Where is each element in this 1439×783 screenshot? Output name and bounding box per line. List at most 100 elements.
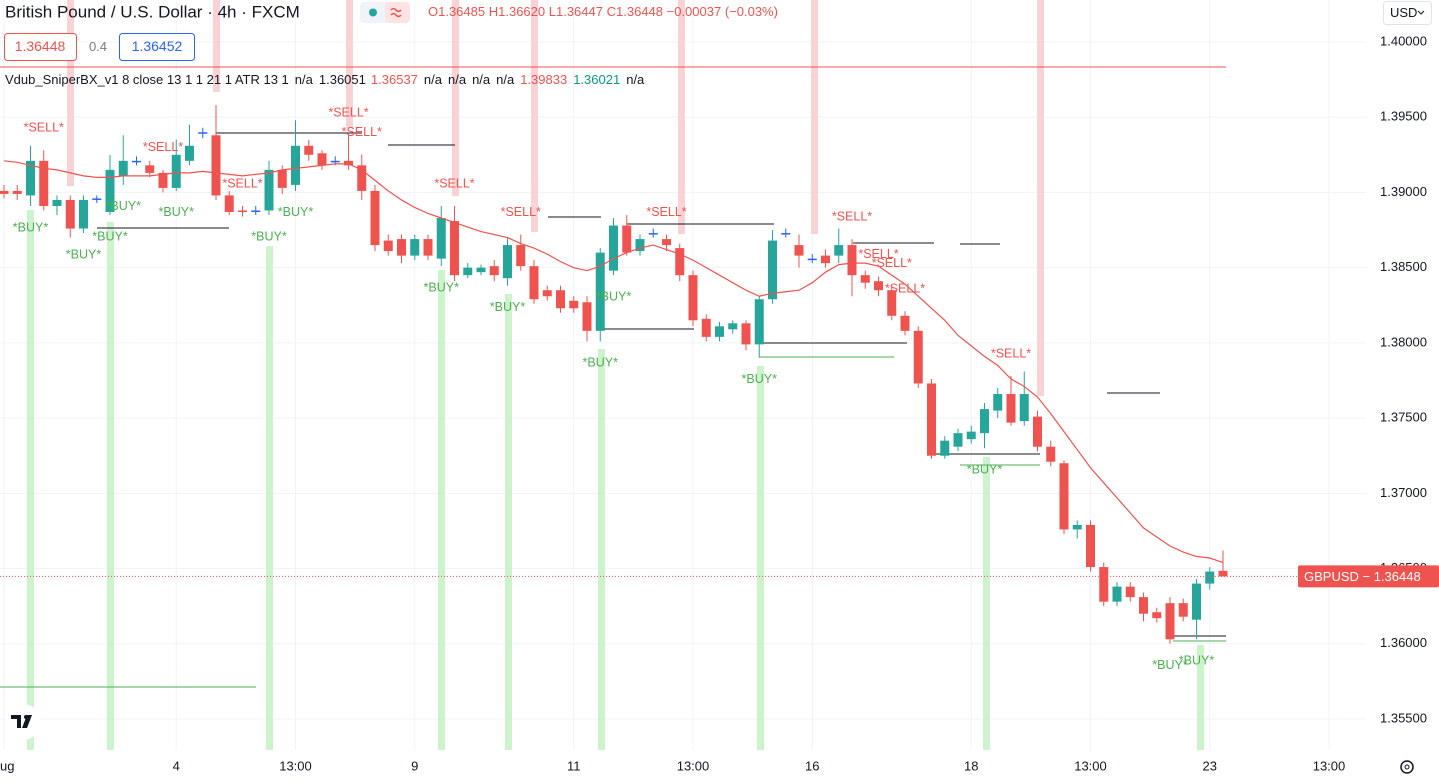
signal-label: *SELL*	[222, 176, 262, 190]
indicator-value: n/a	[448, 72, 467, 87]
ohlc-low: L1.36447	[549, 4, 603, 19]
candle-body	[993, 394, 1003, 411]
buy-band	[505, 294, 512, 750]
indicator-value: n/a	[472, 72, 491, 87]
ask-price[interactable]: 1.36452	[132, 38, 183, 54]
candle-body	[701, 318, 711, 337]
candle-body	[1033, 416, 1042, 447]
candle-body	[423, 239, 433, 256]
signal-label: *BUY*	[251, 229, 287, 243]
currency-selector[interactable]: USD	[1383, 1, 1432, 25]
status-icons	[360, 2, 410, 23]
price-axis: 1.40000 1.39500 1.39000 1.38500 1.38000 1.375…	[0, 33, 1439, 773]
candle-body	[450, 221, 459, 276]
sell-button[interactable]	[4, 33, 77, 61]
currency-label[interactable]: USD	[1390, 5, 1417, 20]
indicator-value: 1.39833	[520, 72, 567, 87]
chevron[interactable]	[1417, 10, 1425, 15]
buy-band	[757, 366, 764, 750]
ohlc-open: O1.36485	[428, 4, 485, 19]
x-tick-label: ug	[0, 758, 14, 773]
candle-body	[768, 240, 777, 300]
indicator-value: n/a	[496, 72, 515, 87]
indicator-value: 1.36051	[319, 72, 366, 87]
delay-badge	[385, 2, 410, 23]
candle-body	[1099, 567, 1109, 602]
signal-label: *BUY*	[1152, 658, 1188, 672]
signal-label: *SELL*	[328, 106, 368, 120]
candle-body	[728, 323, 738, 330]
signal-label: *SELL*	[501, 205, 541, 219]
gear-icon[interactable]	[1400, 760, 1414, 774]
candle-body	[688, 275, 698, 321]
level-lines	[0, 66, 1226, 688]
signal-label: *SELL*	[858, 247, 898, 261]
candle-body	[569, 300, 579, 309]
ohlc-change: −0.00037 (−0.03%)	[667, 4, 778, 19]
signal-label: *BUY*	[106, 199, 142, 213]
buy-button[interactable]	[119, 33, 195, 61]
settings[interactable]	[1400, 760, 1414, 774]
buy-band	[438, 270, 445, 750]
candle-body	[463, 267, 473, 276]
bid-price[interactable]: 1.36448	[15, 38, 66, 54]
sell-band	[531, 0, 538, 232]
signal-label: *SELL*	[342, 125, 382, 139]
indicator-value: 1.36537	[371, 72, 418, 87]
candle-body	[132, 160, 141, 163]
candle-body	[317, 153, 327, 166]
candle-body	[1192, 583, 1201, 620]
candle-body	[781, 233, 791, 235]
signal-label: *BUY*	[92, 229, 128, 243]
candle-body	[436, 218, 446, 259]
delay-icon	[390, 7, 402, 18]
sell-band	[452, 0, 459, 196]
buy-band	[983, 457, 990, 750]
signal-label: *SELL*	[885, 282, 925, 296]
gear-center[interactable]	[1404, 764, 1410, 770]
signal-label: *BUY*	[490, 300, 526, 314]
candle-body	[648, 233, 658, 235]
candle-body	[357, 165, 367, 191]
symbol-title: British Pound / U.S. Dollar · 4h · FXCM	[5, 2, 300, 21]
candle-body	[662, 239, 671, 246]
x-tick-label: 4	[173, 758, 180, 773]
sell-band	[811, 0, 818, 234]
candle-body	[410, 239, 420, 256]
candle-body	[741, 323, 751, 345]
last-price-label: GBPUSD − 1.36448	[1304, 569, 1421, 584]
candle-body	[158, 172, 168, 188]
logo-dot[interactable]	[24, 715, 28, 719]
candle-body	[1086, 524, 1095, 568]
currency-box[interactable]	[1383, 1, 1432, 25]
signal-label: *BUY*	[742, 372, 778, 386]
signal-label: *BUY*	[596, 289, 632, 303]
candle-body	[304, 145, 314, 155]
candle-body	[1218, 570, 1228, 577]
candle-body	[65, 199, 75, 229]
candle-body	[622, 225, 632, 253]
candle-body	[635, 239, 645, 252]
ohlc-high: H1.36620	[489, 4, 545, 19]
signal-label: *BUY*	[967, 462, 1003, 476]
candle-body	[609, 225, 618, 271]
candle-body	[383, 240, 393, 252]
signal-label: *BUY*	[424, 280, 460, 294]
candle-body	[105, 169, 115, 212]
candle-body	[211, 135, 221, 196]
indicator-value: n/a	[295, 72, 314, 87]
legend: British Pound / U.S. Dollar · 4h · FXCM …	[4, 2, 778, 87]
candle-body	[503, 245, 512, 279]
candle-body	[966, 431, 976, 440]
candle-body	[1125, 586, 1135, 598]
candle-body	[145, 165, 155, 173]
logo[interactable]	[5, 704, 41, 740]
logo-bg[interactable]	[5, 704, 41, 740]
candle-body	[92, 198, 102, 200]
candle-body	[675, 248, 685, 276]
indicator-value: n/a	[424, 72, 443, 87]
last-price-tag	[1298, 565, 1439, 588]
buy-band	[27, 210, 34, 750]
